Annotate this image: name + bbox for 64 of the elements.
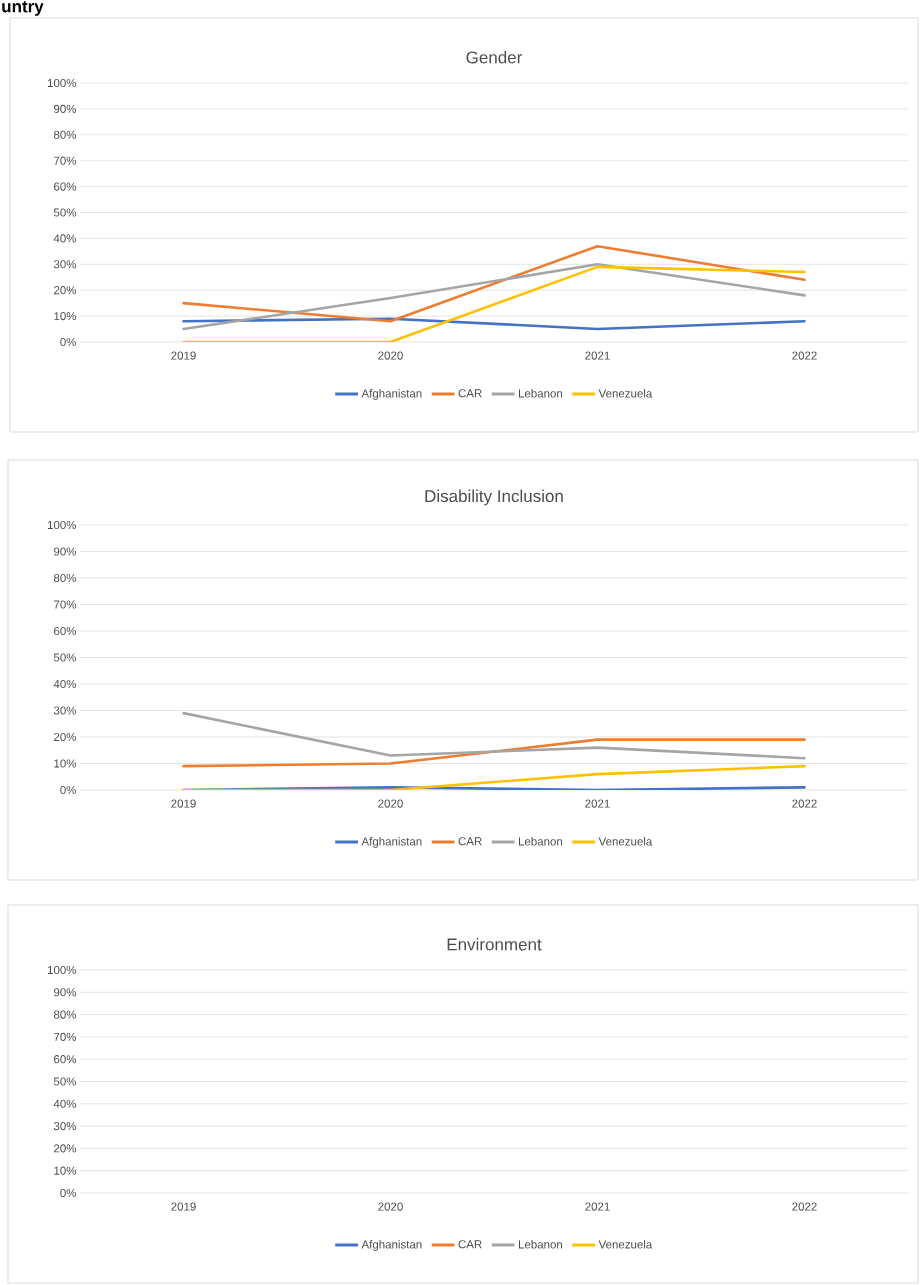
legend-label: Afghanistan xyxy=(361,389,422,400)
legend-label: CAR xyxy=(458,389,482,398)
x-tick-label: 2022 xyxy=(792,351,817,360)
y-tick-label: 60% xyxy=(54,1055,77,1064)
legend-label: CAR xyxy=(458,1240,482,1249)
x-tick-label: 2020 xyxy=(378,351,403,360)
x-tick-label: 2021 xyxy=(585,1202,610,1211)
y-tick-label: 30% xyxy=(53,706,77,715)
y-tick-label: 20% xyxy=(54,732,77,742)
legend-label: CAR xyxy=(458,837,482,846)
chart-title: Environment xyxy=(447,937,542,951)
legend-label: Afghanistan xyxy=(361,837,422,848)
chart-title: Gender xyxy=(466,50,523,64)
y-tick-label: 80% xyxy=(53,130,77,139)
y-tick-label: 100% xyxy=(47,965,77,975)
y-tick-label: 60% xyxy=(54,182,77,191)
x-tick-label: 2021 xyxy=(585,799,610,808)
line-series xyxy=(182,244,806,323)
x-tick-label: 2020 xyxy=(378,799,403,808)
y-tick-label: 50% xyxy=(53,1077,77,1086)
y-tick-label: 100% xyxy=(47,520,77,530)
y-tick-label: 20% xyxy=(54,1144,77,1153)
legend-label: Lebanon xyxy=(518,837,563,846)
y-tick-label: 90% xyxy=(53,547,77,556)
legend-label: Lebanon xyxy=(518,1240,563,1249)
x-tick-label: 2022 xyxy=(792,799,817,808)
y-tick-label: 90% xyxy=(53,104,77,113)
y-tick-label: 100% xyxy=(47,78,77,88)
y-tick-label: 40% xyxy=(53,1099,77,1108)
x-tick-label: 2020 xyxy=(378,1202,403,1211)
y-tick-label: 80% xyxy=(53,1010,77,1019)
y-tick-label: 50% xyxy=(53,208,77,217)
y-tick-label: 0% xyxy=(60,337,77,347)
legend-label: Afghanistan xyxy=(361,1240,422,1251)
y-tick-label: 60% xyxy=(54,626,77,636)
text: untry xyxy=(2,1,44,16)
y-tick-label: 20% xyxy=(54,286,77,295)
chart-title: Disability Inclusion xyxy=(425,489,563,506)
line-series xyxy=(182,711,806,760)
y-tick-label: 0% xyxy=(60,785,77,795)
y-tick-label: 30% xyxy=(53,1122,77,1131)
legend-label: Venezuela xyxy=(598,389,653,398)
y-tick-label: 90% xyxy=(53,988,77,997)
x-tick-label: 2021 xyxy=(585,351,610,360)
y-tick-label: 10% xyxy=(54,759,77,768)
y-tick-label: 10% xyxy=(54,312,77,321)
x-tick-label: 2019 xyxy=(171,799,196,808)
y-tick-label: 0% xyxy=(60,1188,77,1198)
y-tick-label: 80% xyxy=(53,573,77,583)
legend-label: Venezuela xyxy=(598,1240,653,1249)
y-tick-label: 70% xyxy=(54,1032,77,1041)
x-tick-label: 2019 xyxy=(171,1202,196,1211)
y-tick-label: 70% xyxy=(54,600,77,609)
y-tick-label: 40% xyxy=(53,679,77,689)
y-tick-label: 10% xyxy=(54,1166,77,1175)
y-tick-label: 70% xyxy=(54,156,77,165)
legend-label: Venezuela xyxy=(598,837,653,846)
x-tick-label: 2019 xyxy=(171,351,196,360)
line-series xyxy=(182,262,806,331)
y-tick-label: 50% xyxy=(53,653,77,662)
x-tick-label: 2022 xyxy=(792,1202,817,1211)
y-tick-label: 40% xyxy=(53,234,77,243)
y-tick-label: 30% xyxy=(53,260,77,269)
legend-label: Lebanon xyxy=(518,389,563,398)
